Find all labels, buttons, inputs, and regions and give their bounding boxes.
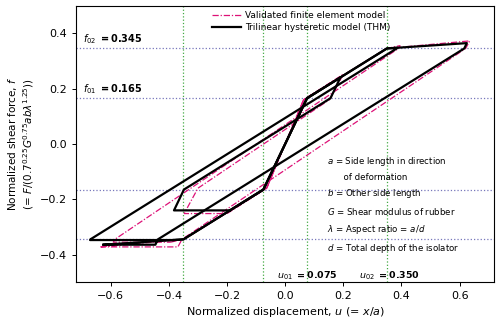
Text: $a$ = Side length in direction
      of deformation
$b$ = Other side length
$G$ : $a$ = Side length in direction of deform… bbox=[328, 155, 460, 255]
Y-axis label: Normalized shear force, $f$
(= $F/(0.7^{0.25}G^{0.75}ab\lambda^{1.25})$): Normalized shear force, $f$ (= $F/(0.7^{… bbox=[6, 77, 36, 211]
Text: $f_{01}$ $\mathbf{= 0.165}$: $f_{01}$ $\mathbf{= 0.165}$ bbox=[83, 82, 143, 96]
Legend: Validated finite element model, Trilinear hysteretic model (THM): Validated finite element model, Trilinea… bbox=[208, 7, 394, 36]
Text: $f_{02}$ $\mathbf{= 0.345}$: $f_{02}$ $\mathbf{= 0.345}$ bbox=[83, 32, 143, 46]
Text: $u_{02}$ $\mathbf{= 0.350}$: $u_{02}$ $\mathbf{= 0.350}$ bbox=[360, 270, 420, 282]
X-axis label: Normalized displacement, $u$ (= $x/a$): Normalized displacement, $u$ (= $x/a$) bbox=[186, 306, 385, 319]
Text: $u_{01}$ $\mathbf{= 0.075}$: $u_{01}$ $\mathbf{= 0.075}$ bbox=[276, 270, 338, 282]
